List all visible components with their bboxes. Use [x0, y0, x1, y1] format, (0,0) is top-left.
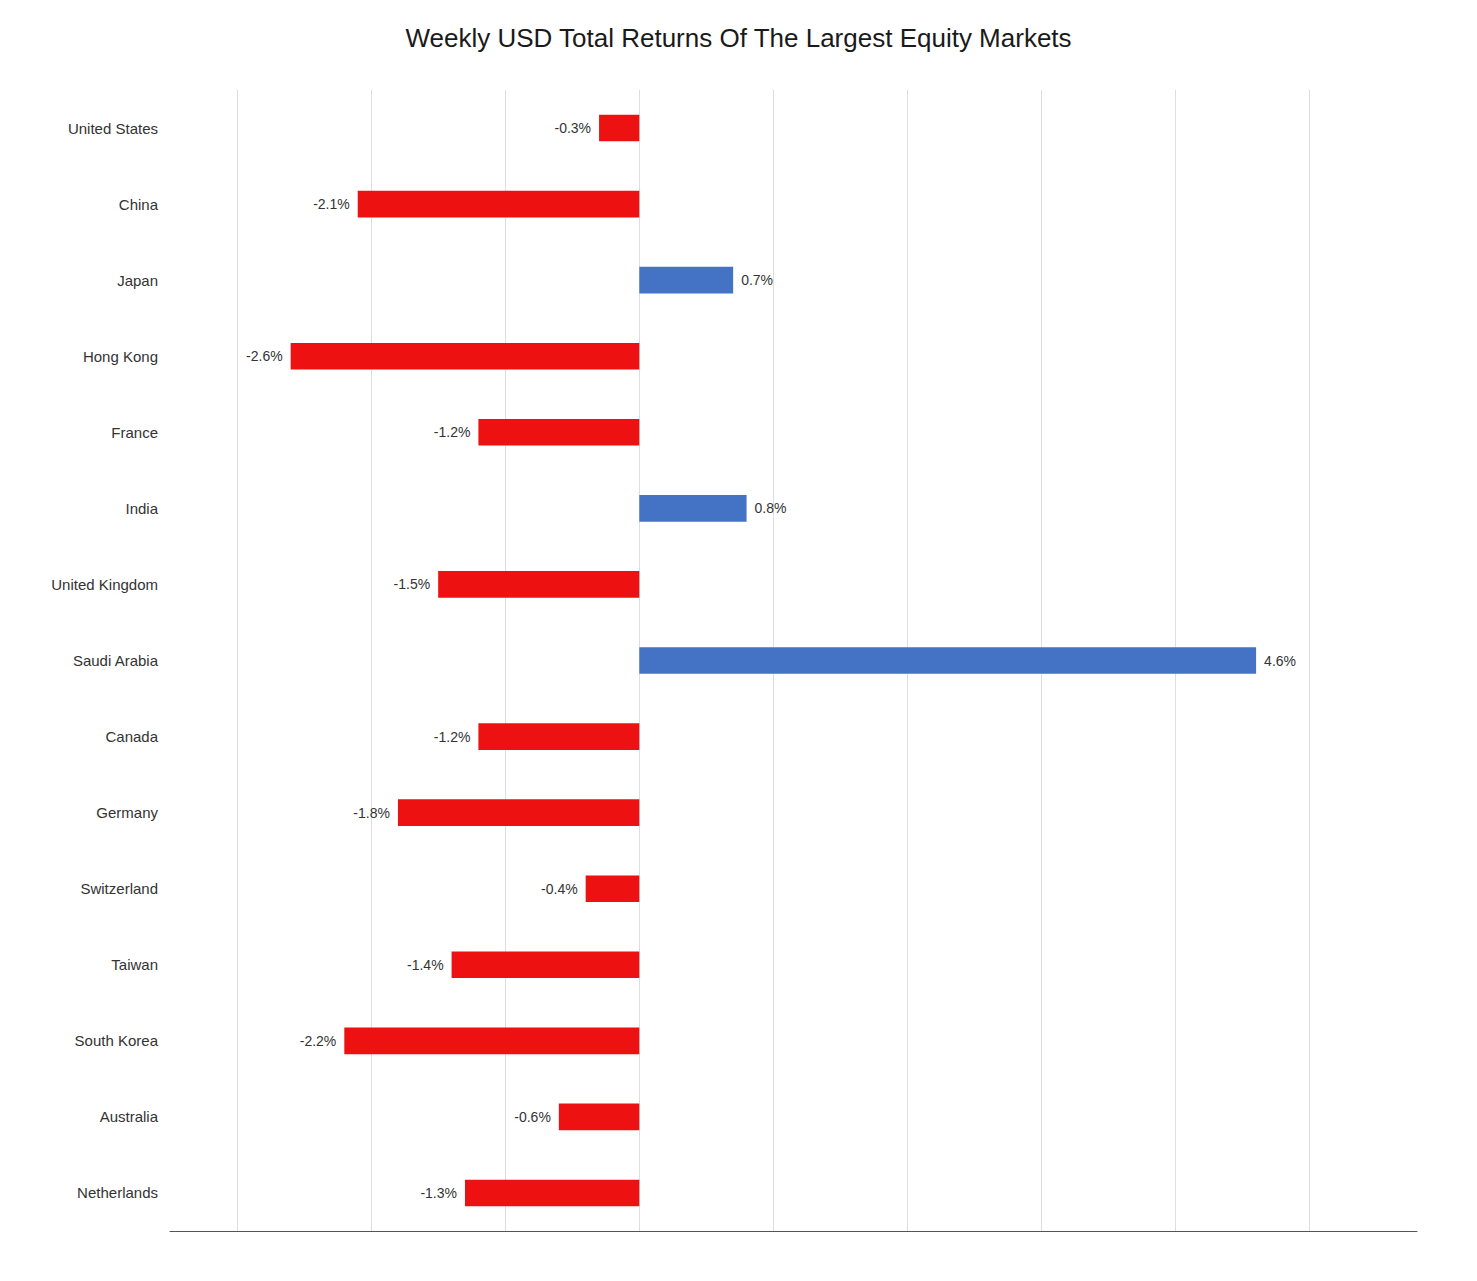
svg-text:Netherlands: Netherlands: [77, 1184, 158, 1201]
svg-text:United States: United States: [68, 120, 158, 137]
svg-text:Weekly USD Total Returns Of Th: Weekly USD Total Returns Of The Largest …: [405, 23, 1071, 53]
svg-text:-2.6%: -2.6%: [246, 348, 283, 364]
svg-text:-1.2%: -1.2%: [434, 424, 471, 440]
svg-text:Switzerland: Switzerland: [80, 880, 158, 897]
svg-text:-0.6%: -0.6%: [514, 1109, 551, 1125]
svg-text:-1.2%: -1.2%: [434, 729, 471, 745]
svg-text:Germany: Germany: [96, 804, 158, 821]
svg-text:4.6%: 4.6%: [1264, 653, 1296, 669]
svg-text:-0.4%: -0.4%: [541, 881, 578, 897]
svg-text:-1.4%: -1.4%: [407, 957, 444, 973]
svg-text:0.7%: 0.7%: [741, 272, 773, 288]
svg-text:Canada: Canada: [105, 728, 158, 745]
svg-text:Japan: Japan: [117, 272, 158, 289]
svg-text:India: India: [125, 500, 158, 517]
svg-text:-1.8%: -1.8%: [353, 805, 390, 821]
svg-text:Saudi Arabia: Saudi Arabia: [73, 652, 159, 669]
svg-text:United Kingdom: United Kingdom: [51, 576, 158, 593]
svg-text:-1.5%: -1.5%: [394, 576, 431, 592]
svg-text:-0.3%: -0.3%: [554, 120, 591, 136]
svg-text:China: China: [119, 196, 159, 213]
svg-text:Hong Kong: Hong Kong: [83, 348, 158, 365]
svg-text:Taiwan: Taiwan: [111, 956, 158, 973]
svg-text:France: France: [111, 424, 158, 441]
svg-text:0.8%: 0.8%: [755, 500, 787, 516]
svg-text:Australia: Australia: [100, 1108, 159, 1125]
svg-text:South Korea: South Korea: [75, 1032, 159, 1049]
svg-text:-2.2%: -2.2%: [300, 1033, 337, 1049]
svg-text:-2.1%: -2.1%: [313, 196, 350, 212]
svg-text:-1.3%: -1.3%: [420, 1185, 457, 1201]
